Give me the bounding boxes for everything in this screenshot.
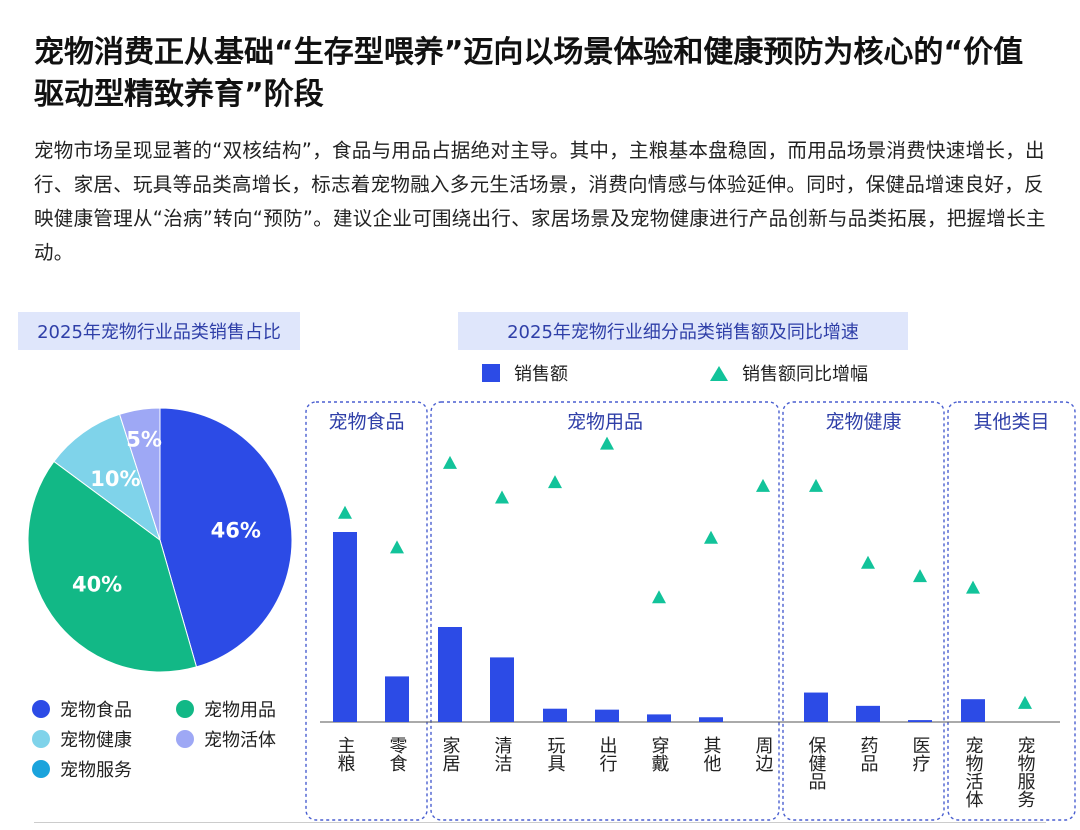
page-title: 宠物消费正从基础“生存型喂养”迈向以场景体验和健康预防为核心的“价值驱动型精致养… — [34, 35, 1024, 112]
growth-marker — [809, 478, 823, 492]
pie-legend-dot — [176, 730, 194, 748]
category-group-box — [305, 401, 428, 821]
pie-legend-item: 宠物服务 — [32, 756, 132, 782]
pie-slice-label: 5% — [126, 427, 162, 451]
category-tick-label: 药品 — [858, 736, 879, 772]
bar — [595, 709, 619, 722]
pie-chart: 46% 40% 10% 5% — [27, 407, 293, 673]
summary-paragraph: 宠物市场呈现显著的“双核结构”，食品与用品占据绝对主导。其中，主粮基本盘稳固，而… — [34, 139, 1046, 264]
bar — [490, 657, 514, 722]
bar — [961, 699, 985, 722]
pie-slice-label: 46% — [211, 518, 261, 542]
pie-legend-label: 宠物服务 — [60, 760, 132, 781]
bottom-divider — [34, 822, 1046, 823]
category-tick-label: 家居 — [440, 736, 461, 772]
category-tick-label: 零食 — [387, 736, 408, 772]
growth-marker — [548, 475, 562, 489]
pie-legend-dot — [32, 730, 50, 748]
legend-bar-label: 销售额 — [514, 364, 568, 385]
growth-marker — [861, 555, 875, 569]
growth-marker — [495, 490, 509, 504]
category-tick-label: 宠物服务 — [1015, 736, 1036, 808]
category-group-label: 宠物食品 — [328, 411, 404, 433]
category-tick-label: 周边 — [753, 736, 774, 772]
category-group-label: 宠物健康 — [825, 411, 901, 433]
pie-slice-label: 10% — [90, 467, 140, 491]
legend-triangle-label: 销售额同比增幅 — [742, 364, 868, 385]
pie-legend-dot — [176, 700, 194, 718]
legend-triangle: 销售额同比增幅 — [710, 360, 868, 386]
category-tick-label: 玩具 — [545, 736, 566, 772]
category-tick-label: 宠物活体 — [963, 736, 984, 808]
category-tick-label: 保健品 — [806, 736, 827, 790]
growth-marker — [652, 590, 666, 604]
pie-slice — [118, 407, 161, 541]
bar — [699, 717, 723, 722]
pie-legend-dot — [32, 700, 50, 718]
growth-marker — [338, 505, 352, 519]
category-tick-label: 主粮 — [335, 736, 356, 772]
bar — [908, 720, 932, 722]
bar — [856, 705, 880, 722]
category-group-box — [947, 401, 1076, 821]
bar — [385, 676, 409, 722]
category-group-box — [430, 401, 780, 821]
pie-slice — [53, 413, 161, 542]
bar-chart: 宠物食品 宠物用品 宠物健康 其他类目主粮 零食 家居 清洁 玩具 出行 穿戴 其他 周边 保健品 药品医… — [305, 401, 1076, 821]
bar — [647, 714, 671, 722]
pie-legend-label: 宠物活体 — [204, 730, 276, 751]
pie-legend-item: 宠物活体 — [176, 726, 276, 752]
legend-bar: 销售额 — [482, 360, 568, 386]
pie-chart-title: 2025年宠物行业品类销售占比 — [18, 312, 300, 350]
growth-marker — [966, 580, 980, 594]
pie-legend-item: 宠物健康 — [32, 726, 132, 752]
bar-chart-title: 2025年宠物行业细分品类销售额及同比增速 — [458, 312, 908, 350]
category-tick-label: 穿戴 — [649, 736, 670, 772]
pie-legend-item: 宠物用品 — [176, 696, 276, 722]
growth-marker — [600, 436, 614, 450]
bar — [543, 708, 567, 722]
growth-marker — [704, 530, 718, 544]
bar — [804, 692, 828, 722]
category-tick-label: 医疗 — [910, 736, 931, 773]
pie-legend-item: 宠物食品 — [32, 696, 132, 722]
bar — [333, 532, 357, 722]
pie-slice — [159, 407, 293, 668]
pie-legend-label: 宠物食品 — [60, 700, 132, 721]
growth-marker — [913, 569, 927, 583]
growth-marker — [756, 478, 770, 492]
legend-triangle-icon — [710, 365, 728, 381]
pie-legend-dot — [32, 760, 50, 778]
legend-bar-swatch — [482, 364, 500, 382]
category-group-box — [782, 401, 945, 821]
category-tick-label: 其他 — [701, 736, 722, 772]
category-group-label: 宠物用品 — [567, 411, 643, 433]
pie-slice — [27, 460, 198, 673]
growth-marker — [1018, 695, 1032, 709]
growth-marker — [443, 455, 457, 469]
category-tick-label: 出行 — [597, 736, 618, 772]
category-tick-label: 清洁 — [492, 736, 513, 772]
growth-marker — [390, 540, 404, 554]
bar — [438, 627, 462, 722]
category-group-label: 其他类目 — [973, 411, 1049, 433]
pie-slice-label: 40% — [72, 573, 122, 597]
pie-legend-label: 宠物用品 — [204, 700, 276, 721]
pie-legend-label: 宠物健康 — [60, 730, 132, 751]
